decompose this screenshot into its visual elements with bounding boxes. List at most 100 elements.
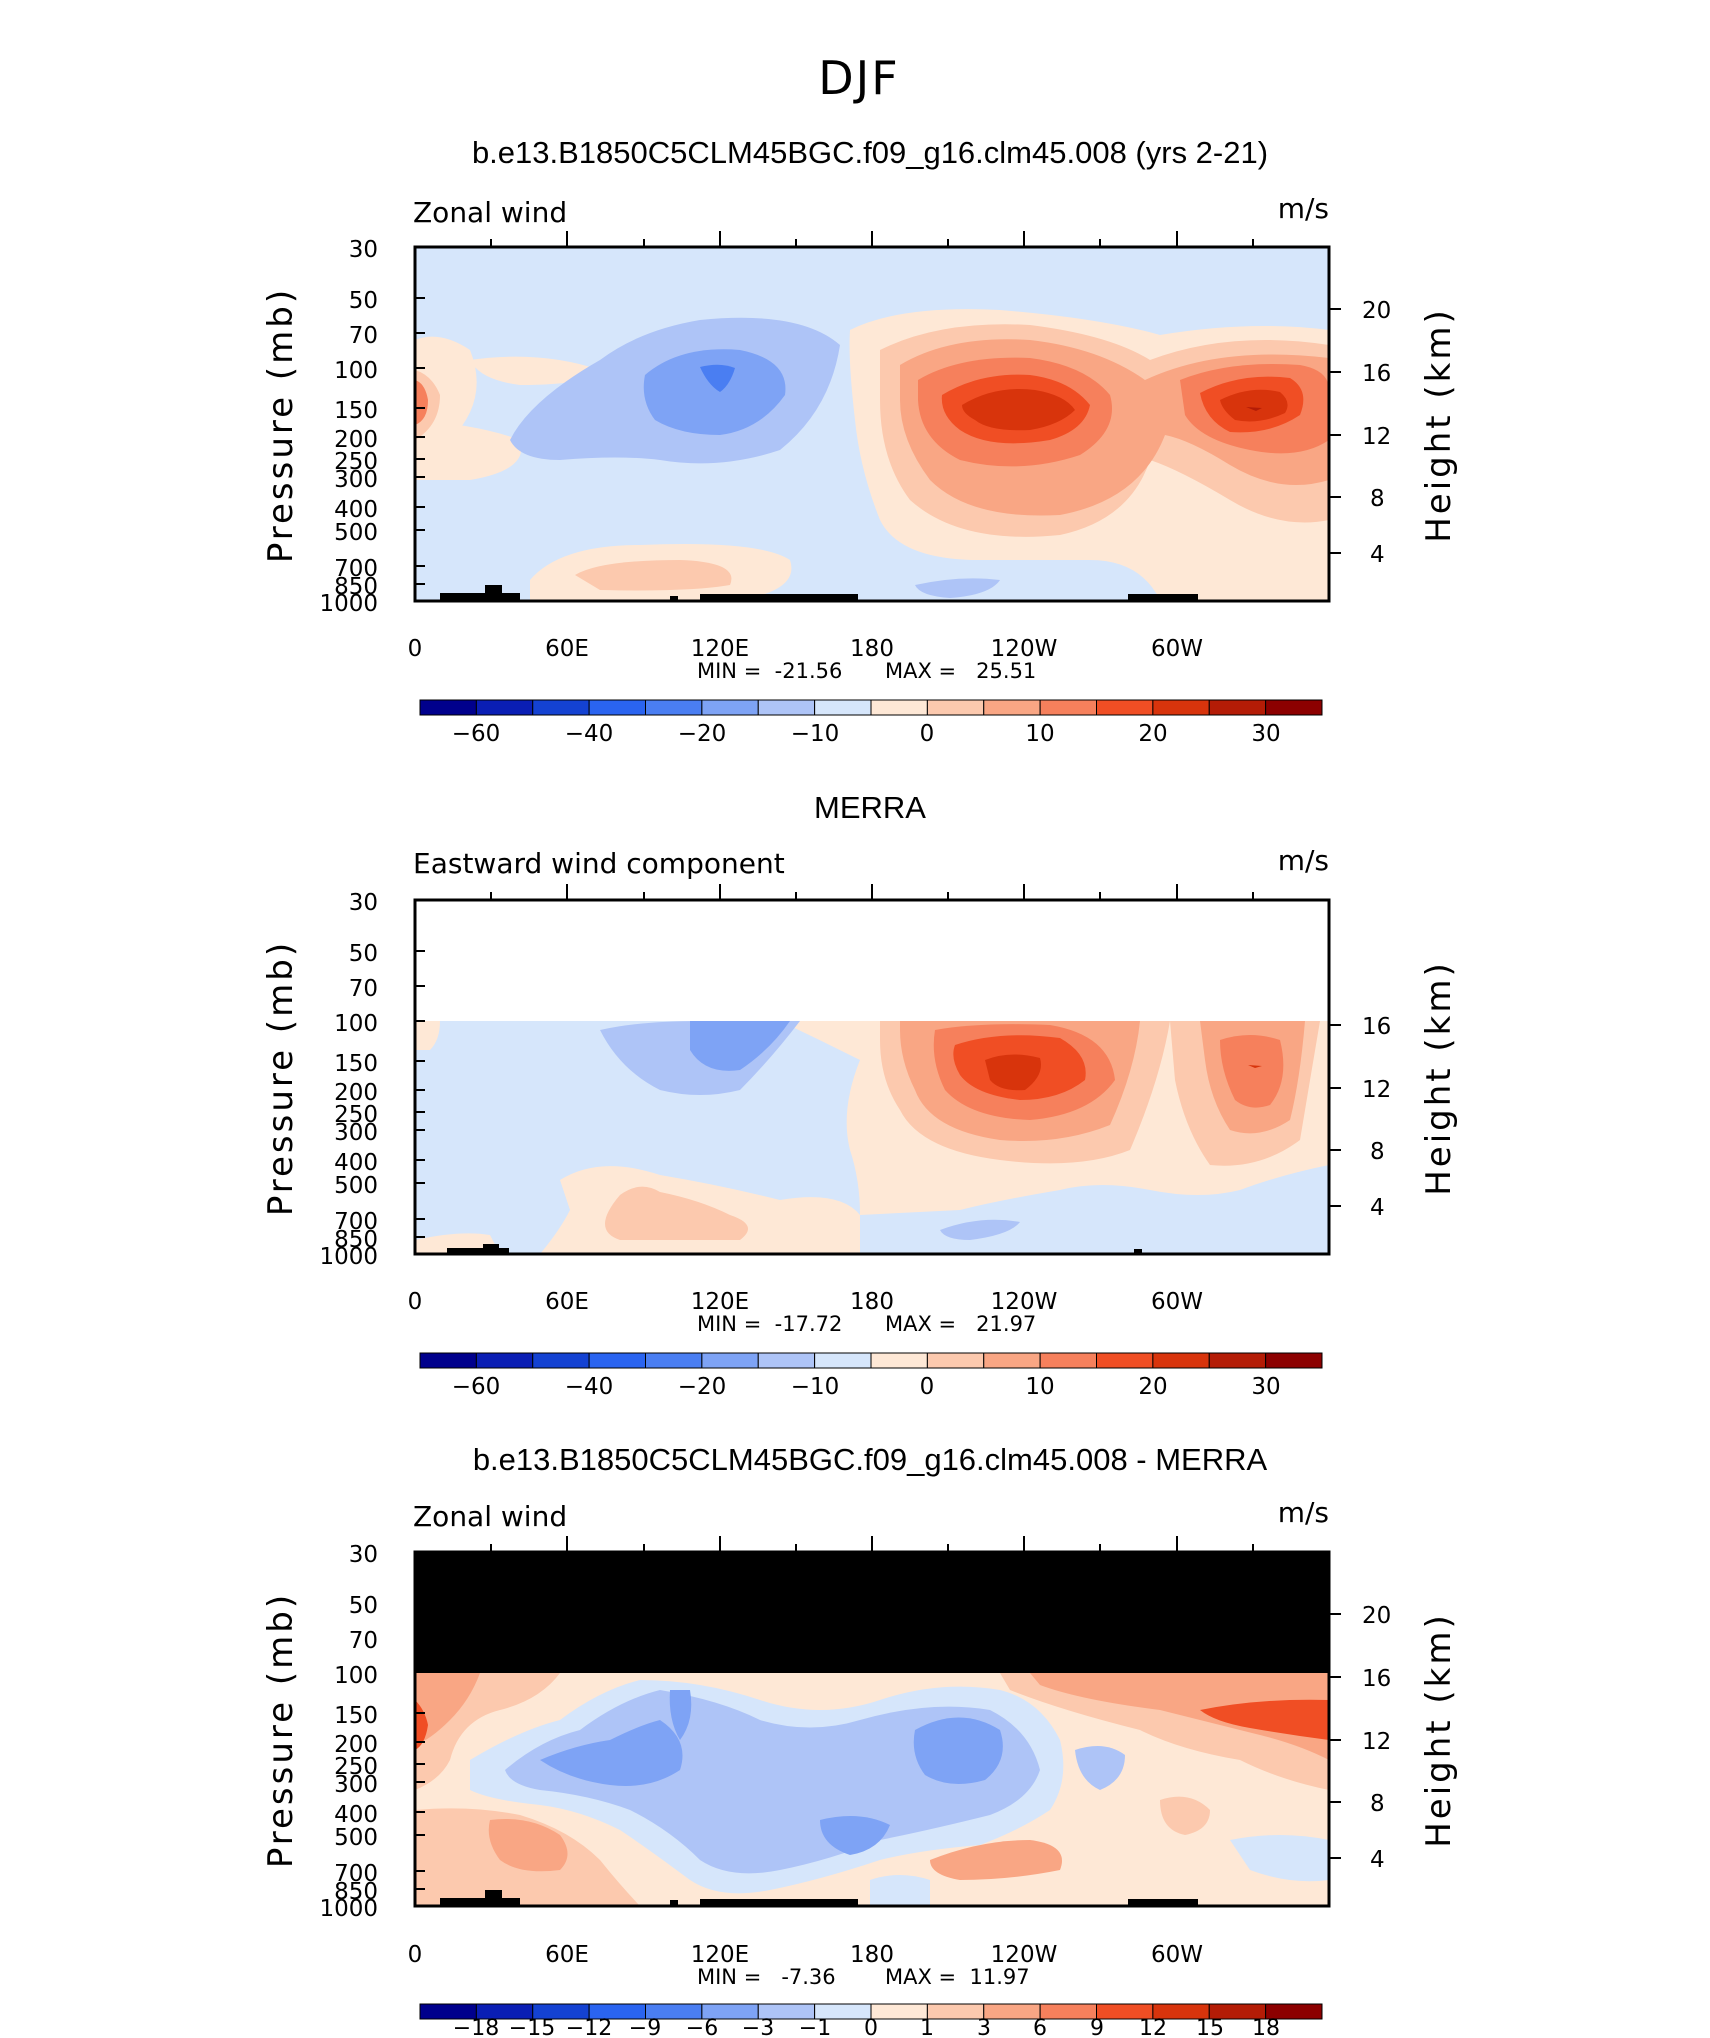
- colorbar-swatch: [926, 2003, 985, 2020]
- colorbar-swatch: [983, 2003, 1041, 2020]
- contour-field: [415, 247, 1329, 601]
- colorbar-swatch: [926, 699, 985, 716]
- max-label: MAX = 21.97: [885, 1312, 1036, 1336]
- colorbar-labels: −18 −15 −12 −9 −6 −3 −1 0 1 3 6 9 12 15 18: [453, 2016, 1280, 2038]
- svg-text:30: 30: [1251, 1374, 1280, 1400]
- svg-text:−18: −18: [453, 2016, 499, 2038]
- svg-text:400: 400: [334, 1150, 378, 1176]
- svg-text:1: 1: [920, 2016, 934, 2038]
- svg-text:Pressure (mb): Pressure (mb): [261, 940, 301, 1216]
- x-axis-longitude: [490, 884, 1254, 900]
- svg-text:400: 400: [334, 1802, 378, 1828]
- svg-text:150: 150: [334, 1703, 378, 1729]
- colorbar-swatch: [475, 699, 534, 716]
- svg-text:Pressure (mb): Pressure (mb): [261, 287, 301, 563]
- y-axis-height: 16 12 8 4 Height (km): [1329, 960, 1459, 1221]
- colorbar-swatch: [1152, 1352, 1210, 1369]
- max-label: MAX = 11.97: [885, 1965, 1030, 1989]
- max-label: MAX = 25.51: [885, 659, 1036, 683]
- svg-text:180: 180: [850, 636, 894, 662]
- y-axis-height: 20 16 12 8 4 Height (km): [1329, 1603, 1459, 1873]
- svg-text:1000: 1000: [319, 591, 378, 617]
- variable-label: Zonal wind: [413, 1500, 567, 1533]
- svg-text:−20: −20: [678, 1374, 727, 1400]
- colorbar-swatch: [1265, 699, 1323, 716]
- colorbar-swatch: [870, 2003, 928, 2020]
- colorbar-labels: −60 −40 −20 −10 0 10 20 30: [452, 721, 1281, 747]
- colorbar: [419, 699, 1323, 716]
- colorbar-swatch: [645, 699, 703, 716]
- contour-field: [415, 1552, 1329, 1906]
- svg-text:16: 16: [1362, 1666, 1391, 1692]
- svg-text:250: 250: [334, 1754, 378, 1780]
- svg-text:0: 0: [920, 721, 935, 747]
- colorbar-swatch: [701, 1352, 759, 1369]
- svg-text:12: 12: [1362, 424, 1391, 450]
- svg-text:12: 12: [1139, 2016, 1167, 2038]
- svg-text:200: 200: [334, 1732, 378, 1758]
- svg-text:0: 0: [864, 2016, 878, 2038]
- svg-text:−10: −10: [791, 1374, 840, 1400]
- units-label: m/s: [1278, 192, 1329, 225]
- svg-text:400: 400: [334, 497, 378, 523]
- svg-text:9: 9: [1090, 2016, 1104, 2038]
- svg-text:−20: −20: [678, 721, 727, 747]
- svg-text:30: 30: [349, 237, 378, 263]
- svg-text:50: 50: [349, 941, 378, 967]
- svg-text:120W: 120W: [991, 1289, 1058, 1315]
- svg-text:200: 200: [334, 1080, 378, 1106]
- x-tick-labels: 0 60E 120E 180 120W 60W: [408, 1942, 1203, 1968]
- svg-text:0: 0: [408, 1289, 423, 1315]
- svg-text:700: 700: [334, 1861, 378, 1887]
- y-axis-pressure: 30 50 70 100 150 200 250 300 400 500 700…: [261, 237, 425, 617]
- svg-text:−15: −15: [509, 2016, 555, 2038]
- svg-text:−3: −3: [742, 2016, 774, 2038]
- panel-title: b.e13.B1850C5CLM45BGC.f09_g16.clm45.008 …: [472, 135, 1268, 170]
- svg-text:20: 20: [1362, 1603, 1391, 1629]
- svg-text:70: 70: [349, 976, 378, 1002]
- svg-text:300: 300: [334, 1772, 378, 1798]
- svg-text:8: 8: [1370, 486, 1385, 512]
- min-label: MIN = -7.36: [697, 1965, 836, 1989]
- svg-text:30: 30: [349, 1542, 378, 1568]
- colorbar-swatch: [532, 1352, 590, 1369]
- svg-text:120W: 120W: [991, 1942, 1058, 1968]
- contour-field: [415, 900, 1329, 1254]
- svg-text:850: 850: [334, 1879, 378, 1905]
- panel-model: b.e13.B1850C5CLM45BGC.f09_g16.clm45.008 …: [261, 135, 1459, 747]
- svg-text:12: 12: [1362, 1729, 1391, 1755]
- panel-title: MERRA: [814, 790, 926, 825]
- svg-text:0: 0: [920, 1374, 935, 1400]
- colorbar-swatch: [870, 699, 928, 716]
- svg-text:8: 8: [1370, 1791, 1385, 1817]
- svg-text:250: 250: [334, 449, 378, 475]
- svg-text:20: 20: [1362, 298, 1391, 324]
- colorbar-swatch: [475, 1352, 534, 1369]
- svg-text:8: 8: [1370, 1139, 1385, 1165]
- x-axis-longitude: [490, 1536, 1254, 1552]
- svg-text:Height (km): Height (km): [1419, 960, 1459, 1196]
- svg-text:60E: 60E: [545, 1289, 589, 1315]
- svg-text:850: 850: [334, 574, 378, 600]
- svg-text:20: 20: [1138, 1374, 1167, 1400]
- colorbar-swatch: [1152, 699, 1210, 716]
- colorbar-swatch: [757, 699, 816, 716]
- min-label: MIN = -17.72: [697, 1312, 842, 1336]
- x-tick-labels: 0 60E 120E 180 120W 60W: [408, 636, 1203, 662]
- colorbar-swatch: [419, 699, 477, 716]
- svg-text:Pressure (mb): Pressure (mb): [261, 1592, 301, 1868]
- colorbar-swatch: [645, 1352, 703, 1369]
- colorbar-swatch: [1039, 699, 1097, 716]
- svg-text:4: 4: [1370, 1195, 1385, 1221]
- svg-text:50: 50: [349, 288, 378, 314]
- svg-text:−6: −6: [686, 2016, 718, 2038]
- svg-text:60W: 60W: [1151, 636, 1203, 662]
- y-axis-pressure: 30 50 70 100 150 200 250 300 400 500 700…: [261, 1542, 425, 1922]
- colorbar-swatch: [1265, 1352, 1323, 1369]
- topography: [440, 1890, 1198, 1907]
- svg-text:70: 70: [349, 323, 378, 349]
- svg-text:1000: 1000: [319, 1896, 378, 1922]
- svg-text:Height (km): Height (km): [1419, 1612, 1459, 1848]
- colorbar-swatch: [419, 1352, 477, 1369]
